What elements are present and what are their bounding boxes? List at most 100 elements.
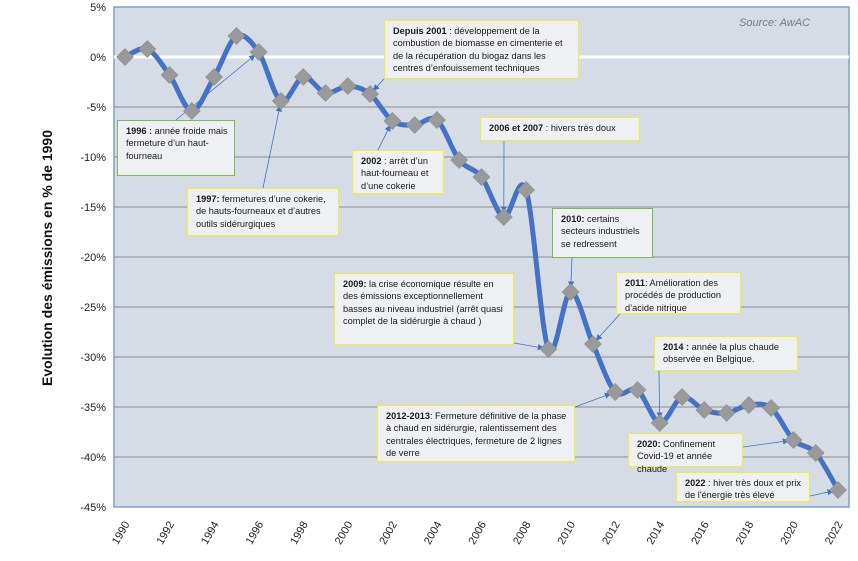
callout-year: 2010: [561, 214, 585, 224]
callout-year: 2022 [685, 478, 706, 488]
x-tick-label: 2012 [600, 520, 623, 547]
callout-text: certains secteurs industriels se redress… [561, 214, 640, 249]
y-tick-label: -40% [80, 452, 106, 464]
data-point [762, 399, 780, 417]
y-tick-label: -35% [80, 402, 106, 414]
y-tick-label: 5% [90, 2, 106, 14]
data-point [606, 383, 625, 401]
callout-year: 2020: [637, 439, 661, 449]
y-tick-label: -20% [80, 252, 106, 264]
data-point [673, 388, 691, 406]
data-point [695, 401, 714, 419]
callout-1996: 1996 : année froide mais fermeture d’un … [117, 120, 235, 176]
y-axis-label: Evolution des émissions en % de 1990 [39, 130, 55, 386]
callout-text: : arrêt d’un haut-fourneau et d’une coke… [361, 156, 429, 191]
callout-1997: 1997: fermetures d’une cokerie, de hauts… [187, 188, 339, 236]
data-point [338, 77, 357, 95]
callout-2010: 2010: certains secteurs industriels se r… [552, 208, 653, 258]
x-tick-label: 2000 [333, 520, 356, 547]
x-tick-label: 2020 [778, 520, 801, 547]
callout-arrow [262, 105, 282, 189]
source-label: Source: AwAC [739, 17, 810, 29]
callout-arrow [809, 489, 834, 497]
y-axis-ticks: 5% 0% -5% -10% -15% -20% -25% -30% -35% -40% -45% [80, 2, 106, 514]
x-tick-label: 1996 [244, 520, 267, 547]
y-tick-label: -15% [80, 202, 106, 214]
callout-text: la crise économique résulte en des émiss… [343, 279, 503, 326]
callout-text: Confinement Covid-19 et année chaude [637, 439, 716, 474]
callout-arrow [574, 392, 612, 408]
callout-text: : développement de la combustion de biom… [393, 26, 563, 73]
callout-arrow [595, 313, 621, 341]
data-point [383, 112, 402, 130]
data-point [494, 208, 513, 226]
data-point [361, 85, 379, 103]
data-point [205, 68, 223, 86]
y-tick-label: -25% [80, 302, 106, 314]
data-point [584, 335, 602, 353]
x-tick-label: 2010 [556, 520, 579, 547]
data-point [316, 84, 335, 102]
data-point [472, 168, 491, 186]
data-point [450, 151, 469, 169]
callout-year: 2012-2013 [386, 411, 430, 421]
callout-text: fermetures d’une cokerie, de hauts-fourn… [196, 194, 326, 229]
x-tick-label: 2022 [823, 520, 846, 547]
x-tick-label: 2004 [422, 520, 445, 547]
data-point [272, 92, 290, 110]
data-point [561, 283, 580, 301]
callout-year: 2011 [625, 278, 645, 288]
x-tick-label: 2016 [689, 520, 712, 547]
x-axis-ticks: 1990 1992 1994 1996 1998 2000 2002 2004 2006 2008… [110, 520, 846, 547]
callout-arrow [372, 78, 385, 91]
x-tick-label: 2008 [511, 520, 534, 547]
callout-arrow [656, 370, 663, 419]
data-point [829, 481, 847, 499]
data-point [784, 431, 803, 449]
callout-arrow [377, 124, 391, 151]
callout-text: : Amélioration des procédés de productio… [625, 278, 722, 313]
data-point [428, 111, 446, 129]
callout-arrow [513, 342, 545, 351]
callout-year: 2006 et 2007 [489, 123, 544, 133]
data-point [717, 404, 736, 422]
callout-2006: 2006 et 2007 : hivers très doux [480, 117, 640, 141]
callout-text: année la plus chaude observée en Belgiqu… [663, 342, 779, 365]
data-point [405, 116, 424, 134]
x-tick-label: 1994 [199, 520, 222, 547]
callout-2012: 2012-2013: Fermeture définitive de la ph… [377, 405, 575, 462]
callout-year: 2002 [361, 156, 382, 166]
callout-year: 1996 : [126, 126, 153, 136]
callout-2009: 2009: la crise économique résulte en des… [334, 273, 514, 345]
callout-text: : hiver très doux et prix de l'énergie t… [685, 478, 801, 501]
data-point [116, 48, 134, 66]
callout-year: 2009: [343, 279, 367, 289]
callout-text: : Fermeture définitive de la phase à cha… [386, 411, 567, 458]
data-point [539, 340, 558, 358]
y-tick-label: -30% [80, 352, 106, 364]
x-tick-label: 1998 [288, 520, 311, 547]
x-tick-label: 2014 [645, 520, 668, 547]
y-tick-label: -10% [80, 152, 106, 164]
callout-year: 2014 : [663, 342, 690, 352]
callout-year: Depuis 2001 [393, 26, 447, 36]
x-tick-label: 1990 [110, 520, 133, 547]
callout-year: 1997: [196, 194, 220, 204]
callout-2001: Depuis 2001 : développement de la combus… [384, 20, 579, 79]
callout-arrow [742, 438, 790, 448]
callout-text: : hivers très doux [543, 123, 616, 133]
callout-text: année froide mais fermeture d’un haut-fo… [126, 126, 228, 161]
y-tick-label: 0% [90, 52, 106, 64]
x-tick-label: 1992 [155, 520, 178, 547]
x-tick-label: 2002 [377, 520, 400, 547]
data-point [294, 68, 313, 86]
y-tick-label: -45% [80, 502, 106, 514]
data-point [227, 27, 246, 45]
series-line [122, 32, 841, 493]
data-point [517, 181, 535, 199]
data-point [183, 102, 201, 120]
callout-2014: 2014 : année la plus chaude observée en … [654, 336, 798, 371]
y-tick-label: -5% [86, 102, 106, 114]
x-tick-label: 2018 [734, 520, 757, 547]
data-point [806, 444, 825, 462]
